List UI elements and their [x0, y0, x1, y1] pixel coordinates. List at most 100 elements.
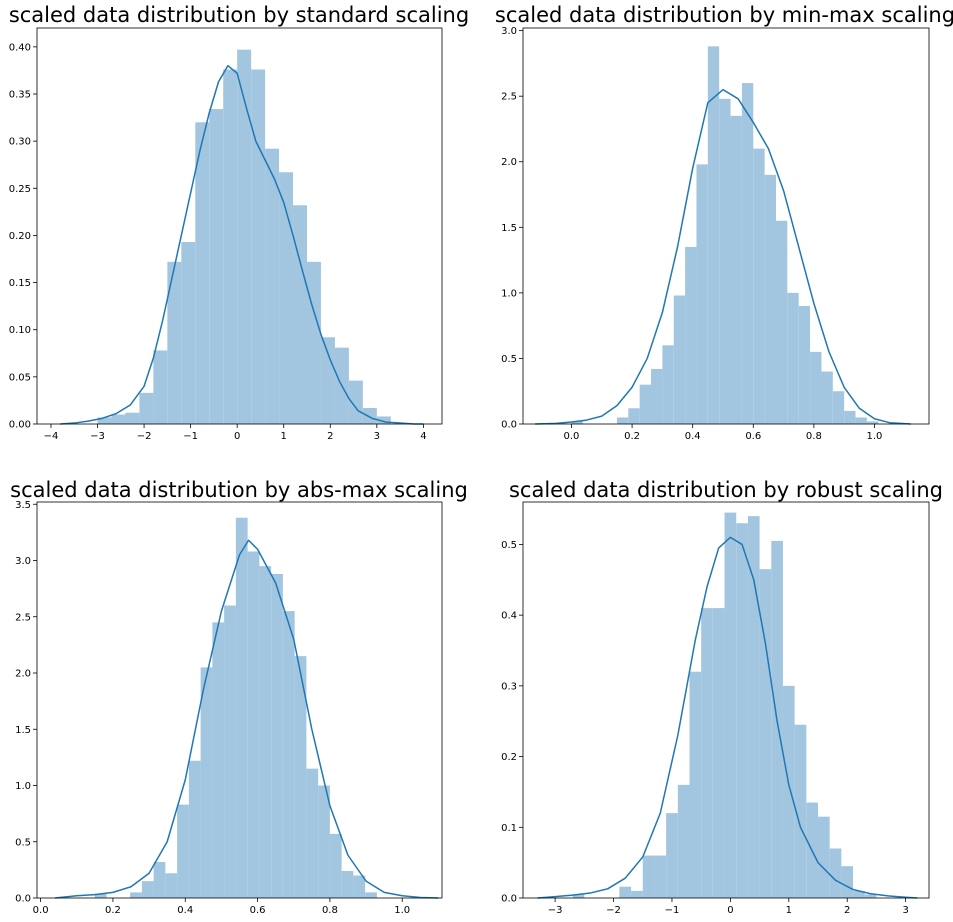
- x-tick-label: 3: [374, 431, 380, 442]
- x-tick-label: 0: [234, 431, 240, 442]
- y-tick-label: 0.00: [9, 420, 31, 431]
- y-tick-label: 1.5: [501, 223, 517, 234]
- histogram-bar: [279, 172, 294, 424]
- chart-title: scaled data distribution by robust scali…: [509, 478, 943, 502]
- y-tick-label: 0.0: [501, 420, 517, 431]
- chart-abs-max-scaling: scaled data distribution by abs-max scal…: [10, 478, 468, 916]
- histogram-bar: [224, 605, 236, 898]
- chart-title: scaled data distribution by min-max scal…: [495, 3, 953, 27]
- x-tick-label: 0.2: [105, 905, 121, 916]
- histogram-bar: [125, 412, 140, 424]
- histogram-bar: [223, 69, 238, 425]
- y-tick-label: 0.30: [9, 137, 31, 148]
- histogram-bar: [719, 98, 731, 424]
- histogram-bar: [247, 551, 260, 898]
- histogram-bar: [259, 566, 272, 899]
- y-tick-label: 0.15: [9, 278, 31, 289]
- x-tick-label: 2: [327, 431, 333, 442]
- y-tick-label: 0.05: [9, 372, 31, 383]
- x-tick-label: 0.0: [564, 431, 580, 442]
- histogram-bar: [759, 569, 772, 898]
- histogram-bar: [571, 421, 583, 424]
- histogram-bar: [181, 242, 196, 424]
- histogram-bar: [348, 380, 363, 424]
- histogram-bar: [798, 305, 811, 424]
- axes-frame: [36, 27, 443, 425]
- x-tick-label: −2: [606, 905, 621, 916]
- x-tick-label: 1.0: [394, 905, 410, 916]
- histogram-bar: [832, 391, 845, 424]
- x-tick-label: 1: [281, 431, 287, 442]
- histogram-bar: [673, 295, 686, 424]
- x-tick-label: 3: [902, 905, 908, 916]
- histogram-bar: [855, 417, 867, 424]
- x-tick-label: 0.8: [322, 905, 338, 916]
- y-tick-label: 0.1: [501, 823, 517, 834]
- histogram-bar: [94, 893, 107, 898]
- y-tick-label: 1.5: [15, 725, 31, 736]
- kde-line: [60, 64, 424, 425]
- histogram-bar: [251, 69, 266, 425]
- axes-frame: [522, 501, 930, 899]
- x-tick-label: −2: [137, 431, 152, 442]
- x-tick-label: −1: [183, 431, 198, 442]
- histogram-bar: [810, 351, 822, 424]
- y-tick-label: 0.5: [15, 837, 31, 848]
- histogram-bar: [376, 416, 391, 424]
- chart-title: scaled data distribution by abs-max scal…: [10, 478, 468, 502]
- kde-line: [55, 539, 439, 899]
- histogram-bar: [821, 371, 833, 424]
- y-tick-label: 0.0: [15, 894, 31, 905]
- y-tick-label: 2.5: [15, 612, 31, 623]
- histogram-bar: [651, 368, 663, 424]
- histogram-bar: [265, 148, 280, 424]
- histogram-bar: [730, 115, 742, 424]
- histogram-bar: [712, 608, 725, 898]
- x-tick-label: 0.0: [33, 905, 49, 916]
- histogram-bar: [329, 833, 342, 899]
- kde-line: [535, 88, 911, 425]
- histogram-bars: [94, 517, 377, 899]
- x-tick-label: 0.4: [177, 905, 193, 916]
- histogram-bar: [153, 862, 166, 898]
- chart-title: scaled data distribution by standard sca…: [9, 3, 469, 27]
- histogram-bar: [362, 407, 377, 424]
- histogram-bar: [318, 785, 330, 898]
- y-tick-label: 0.10: [9, 325, 31, 336]
- histogram-bar: [639, 384, 652, 424]
- histogram-bar: [677, 784, 690, 898]
- chart-min-max-scaling: scaled data distribution by min-max scal…: [495, 3, 953, 442]
- x-tick-label: 0.4: [685, 431, 701, 442]
- histogram-bars: [571, 46, 879, 425]
- y-tick-label: 0.20: [9, 231, 31, 242]
- x-tick-label: 0.8: [806, 431, 822, 442]
- y-tick-label: 2.0: [15, 669, 31, 680]
- histogram-bar: [753, 148, 765, 424]
- histogram-bar: [685, 246, 697, 424]
- histogram-bar: [794, 724, 807, 898]
- y-tick-label: 0.0: [501, 894, 517, 905]
- histogram-bar: [724, 512, 737, 898]
- histogram-bar: [271, 574, 283, 898]
- histogram-bar: [628, 408, 640, 424]
- x-tick-label: 0.2: [624, 431, 640, 442]
- histogram-bar: [294, 656, 307, 899]
- y-tick-label: 0.3: [501, 681, 517, 692]
- histogram-bar: [293, 205, 307, 424]
- x-tick-label: −3: [548, 905, 563, 916]
- y-tick-label: 3.0: [501, 26, 517, 37]
- chart-standard-scaling: scaled data distribution by standard sca…: [9, 3, 469, 442]
- histogram-bar: [844, 410, 856, 424]
- histogram-bar: [195, 122, 210, 424]
- histogram-bar: [188, 760, 201, 898]
- y-tick-label: 0.35: [9, 90, 31, 101]
- histogram-bar: [141, 881, 154, 899]
- histogram-bar: [662, 345, 674, 424]
- histogram-bar: [235, 517, 248, 898]
- x-tick-label: 0.6: [250, 905, 266, 916]
- x-tick-label: −1: [665, 905, 680, 916]
- histogram-bar: [139, 392, 154, 424]
- histogram-bar: [782, 685, 795, 898]
